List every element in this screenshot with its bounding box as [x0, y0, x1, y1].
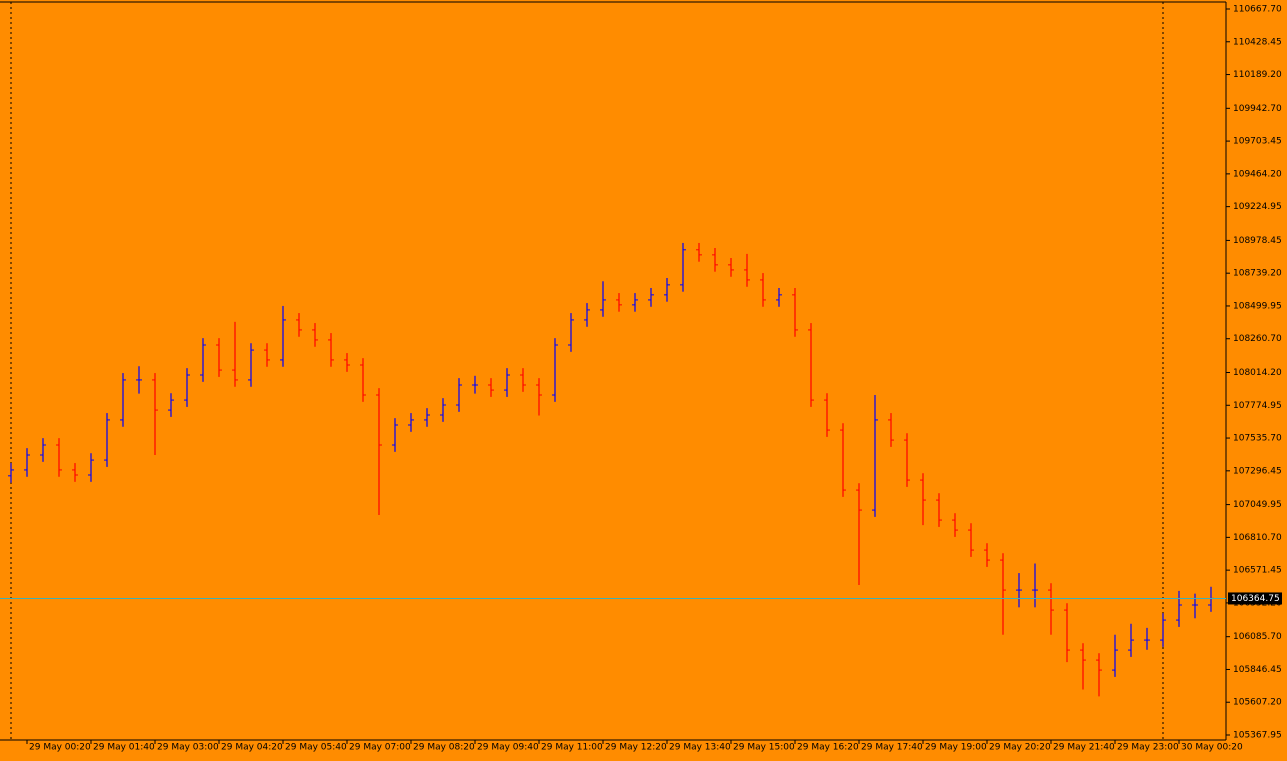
- x-tick-label: 29 May 00:20: [29, 743, 91, 753]
- x-tick-label: 29 May 19:00: [925, 743, 987, 753]
- y-tick-label: 106571.45: [1233, 566, 1282, 576]
- x-tick-label: 29 May 08:20: [413, 743, 475, 753]
- y-tick-label: 107535.70: [1233, 434, 1282, 444]
- y-tick-label: 106810.70: [1233, 533, 1282, 543]
- y-tick-label: 105607.20: [1233, 698, 1282, 708]
- x-tick-label: 29 May 12:20: [605, 743, 667, 753]
- y-tick-label: 105367.95: [1233, 731, 1282, 741]
- x-tick-label: 29 May 05:40: [285, 743, 347, 753]
- x-tick-label: 29 May 16:20: [797, 743, 859, 753]
- y-tick-label: 108499.95: [1233, 301, 1282, 311]
- x-tick-label: 29 May 07:00: [349, 743, 411, 753]
- y-tick-label: 107774.95: [1233, 401, 1282, 411]
- x-tick-label: 29 May 21:40: [1053, 743, 1115, 753]
- y-tick-label: 110189.20: [1233, 70, 1282, 80]
- y-tick-label: 109464.20: [1233, 169, 1282, 179]
- current-price-box: [1228, 592, 1282, 605]
- y-tick-label: 108014.20: [1233, 368, 1282, 378]
- y-tick-label: 108739.20: [1233, 269, 1282, 279]
- y-tick-label: 110428.45: [1233, 37, 1282, 47]
- x-tick-label: 30 May 00:20: [1181, 743, 1243, 753]
- x-tick-label: 29 May 15:00: [733, 743, 795, 753]
- x-tick-label: 29 May 17:40: [861, 743, 923, 753]
- y-tick-label: 108978.45: [1233, 236, 1282, 246]
- x-tick-label: 29 May 20:20: [989, 743, 1051, 753]
- y-tick-label: 109942.70: [1233, 104, 1282, 114]
- y-tick-label: 108260.70: [1233, 334, 1282, 344]
- y-tick-label: 107296.45: [1233, 466, 1282, 476]
- x-tick-label: 29 May 04:20: [221, 743, 283, 753]
- x-tick-label: 29 May 09:40: [477, 743, 539, 753]
- y-tick-label: 109703.45: [1233, 137, 1282, 147]
- y-tick-label: 106085.70: [1233, 632, 1282, 642]
- x-tick-label: 29 May 23:00: [1117, 743, 1179, 753]
- y-tick-label: 109224.95: [1233, 202, 1282, 212]
- y-tick-label: 107049.95: [1233, 500, 1282, 510]
- y-tick-label: 105846.45: [1233, 665, 1282, 675]
- x-tick-label: 29 May 03:00: [157, 743, 219, 753]
- y-tick-label: 110667.70: [1233, 5, 1282, 15]
- x-tick-label: 29 May 01:40: [93, 743, 155, 753]
- current-price-label: 106364.75: [1231, 594, 1280, 604]
- x-tick-label: 29 May 13:40: [669, 743, 731, 753]
- x-tick-label: 29 May 11:00: [541, 743, 603, 753]
